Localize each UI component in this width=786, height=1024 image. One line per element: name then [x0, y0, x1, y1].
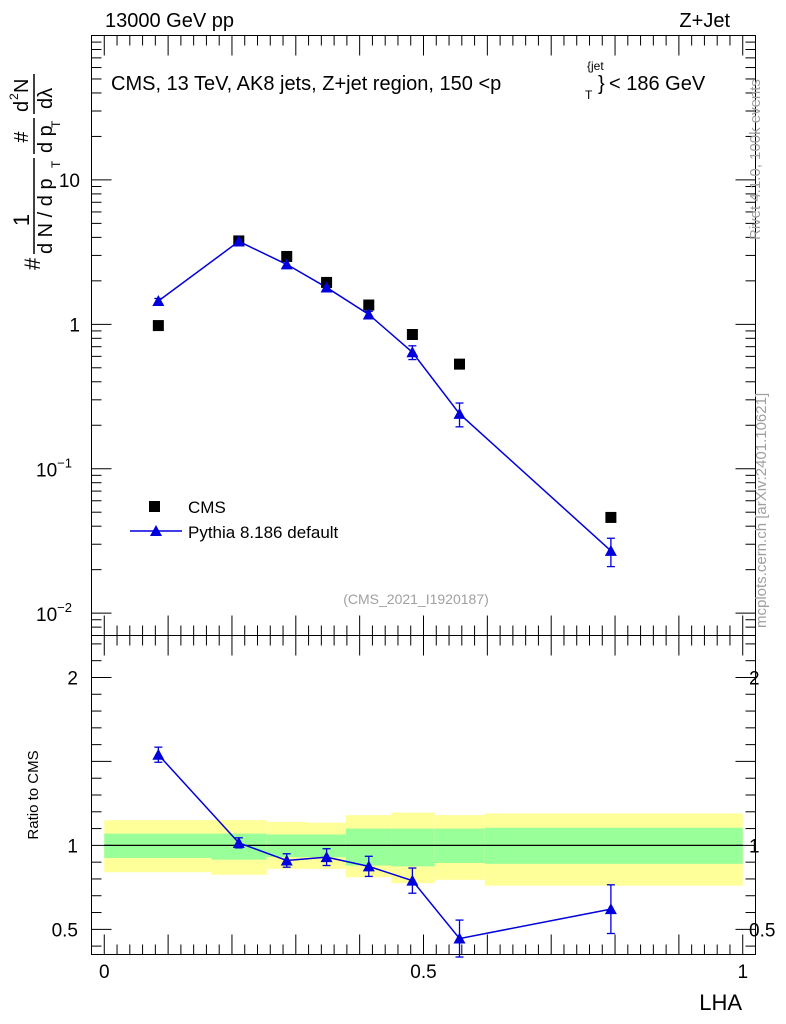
svg-text:d p: d p	[35, 125, 57, 153]
ratio-y-tick-label-right: 1	[749, 836, 760, 857]
main-y-tick-label: 1	[69, 315, 80, 336]
pythia-point	[152, 295, 165, 307]
cms-point	[363, 299, 375, 311]
main-y-tick-label: 10−2	[36, 600, 72, 626]
y-title-hash: #	[20, 257, 45, 270]
legend-cms-marker	[149, 501, 160, 512]
ratio-point	[406, 874, 419, 886]
plot-title-sub: T	[585, 88, 593, 102]
legend-pythia-label: Pythia 8.186 default	[188, 523, 339, 542]
ratio-x-tick-label: 0	[99, 962, 110, 983]
svg-text:< 186 GeV: < 186 GeV	[609, 73, 706, 95]
y-title-frac3-den: dλ	[35, 88, 57, 109]
ratio-x-tick-label: 0.5	[410, 962, 436, 983]
pythia-point	[453, 407, 466, 419]
analysis-id: (CMS_2021_I1920187)	[343, 591, 489, 607]
plot-title-close-brace: }	[598, 73, 605, 95]
svg-text:d: d	[11, 101, 33, 112]
pythia-point	[362, 308, 375, 320]
svg-text:CMS, 13 TeV, AK8 jets, Z+jet r: CMS, 13 TeV, AK8 jets, Z+jet region, 150…	[111, 73, 501, 95]
header-right-title: Z+Jet	[679, 10, 730, 32]
svg-text:d N / d p: d N / d p	[35, 178, 57, 254]
y-title-frac3-num-base: d	[11, 101, 33, 112]
ratio-point	[453, 932, 466, 944]
pythia-point	[604, 544, 617, 556]
main-data-marks	[152, 235, 617, 568]
pythia-point	[320, 281, 333, 293]
header-left-title: 13000 GeV pp	[105, 10, 234, 32]
ratio-data-marks	[152, 746, 617, 958]
ratio-point	[320, 851, 333, 863]
main-y-title: # 1 d N / d p T # d p T d 2 N dλ	[7, 74, 63, 270]
pythia-point	[406, 346, 419, 358]
svg-text:{jet: {jet	[587, 59, 604, 73]
pythia-point	[232, 235, 245, 247]
svg-text:1: 1	[9, 214, 34, 226]
plot-title-sup: {jet	[587, 59, 604, 73]
svg-text:dλ: dλ	[35, 88, 57, 109]
ratio-plot-frame	[91, 635, 756, 955]
y-title-frac1-num: 1	[9, 214, 34, 226]
ratio-y-title: Ratio to CMS	[25, 750, 42, 839]
ratio-y-tick-label-right: 0.5	[749, 920, 775, 941]
svg-text:#: #	[20, 257, 45, 270]
x-axis-title: LHA	[699, 990, 742, 1015]
ratio-line	[157, 754, 612, 940]
plot-title: CMS, 13 TeV, AK8 jets, Z+jet region, 150…	[111, 59, 706, 102]
ratio-y-tick-label-left: 0.5	[52, 920, 78, 941]
svg-text:N: N	[11, 79, 33, 93]
legend: CMS Pythia 8.186 default	[130, 498, 339, 542]
svg-text:2: 2	[7, 93, 21, 100]
ratio-y-tick-label-left: 1	[67, 836, 78, 857]
svg-text:T: T	[585, 88, 593, 102]
ratio-y-tick-labels: 0.5 0.5 1 1 2 2	[52, 668, 776, 941]
cms-point	[152, 320, 164, 332]
svg-text:T: T	[49, 120, 63, 128]
ratio-point	[232, 836, 245, 848]
plot-title-tail: < 186 GeV	[609, 73, 706, 95]
cms-point	[281, 250, 293, 262]
y-title-frac3-num-tail: N	[11, 79, 33, 93]
pythia-line	[157, 240, 612, 552]
ratio-point	[280, 854, 293, 866]
ratio-y-tick-label-right: 2	[749, 668, 760, 689]
ratio-point	[604, 903, 617, 915]
y-title-frac1-den-sub: T	[49, 160, 63, 168]
y-title-frac3-num-sup: 2	[7, 93, 21, 100]
side-label-mcplots: mcplots.cern.ch [arXiv:2401.10621]	[753, 393, 770, 628]
y-title-frac2-den-sub: T	[49, 120, 63, 128]
legend-cms-label: CMS	[188, 498, 226, 517]
ratio-x-tick-labels: 0 0.5 1	[99, 962, 748, 983]
side-label-rivet: Rivet 4.1.0, 100k events	[747, 79, 764, 240]
y-title-frac1-den: d N / d p	[35, 178, 57, 254]
y-title-frac2-den: d p	[35, 125, 57, 153]
pythia-point	[280, 258, 293, 270]
ratio-point	[152, 748, 165, 760]
ratio-band-inner	[391, 828, 435, 867]
main-axis-ticks	[91, 35, 756, 636]
plot-title-main: CMS, 13 TeV, AK8 jets, Z+jet region, 150…	[111, 73, 501, 95]
main-y-tick-label: 10−1	[36, 456, 72, 482]
cms-point	[605, 511, 617, 523]
svg-text:T: T	[49, 160, 63, 168]
ratio-y-tick-label-left: 2	[67, 668, 78, 689]
legend-pythia-marker	[150, 525, 162, 536]
main-y-tick-label: 10	[59, 171, 80, 192]
svg-text:}: }	[598, 73, 605, 95]
ratio-point	[362, 860, 375, 872]
ratio-uncertainty-bands	[104, 812, 743, 886]
cms-point	[454, 358, 466, 370]
main-y-tick-labels: 10−2 10−1 1 10	[36, 171, 80, 626]
svg-text:#: #	[11, 131, 33, 143]
main-plot-frame	[91, 35, 756, 636]
y-title-frac2-num: #	[11, 131, 33, 143]
ratio-x-tick-label: 1	[737, 962, 748, 983]
cms-point	[406, 329, 418, 341]
ratio-axis-ticks	[91, 635, 756, 955]
